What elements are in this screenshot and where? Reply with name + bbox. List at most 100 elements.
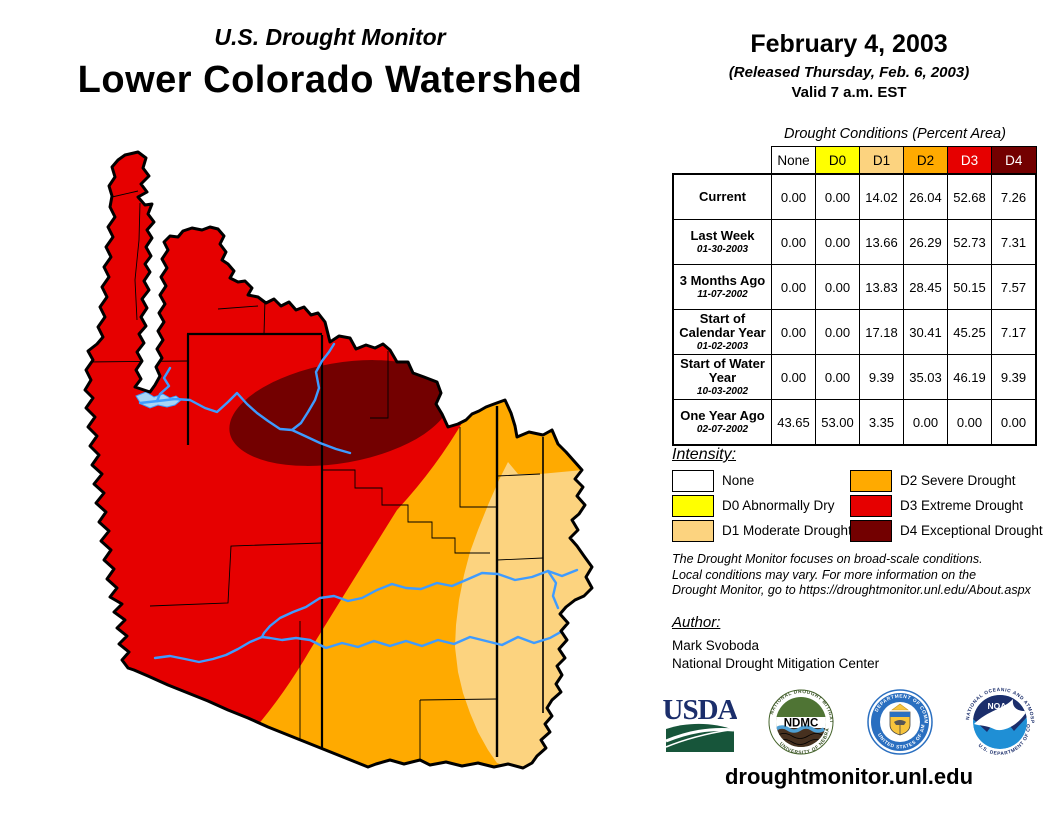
legend-label: D4 Exceptional Drought	[900, 523, 1043, 538]
valid-time: Valid 7 a.m. EST	[791, 84, 907, 101]
author-heading: Author:	[672, 614, 721, 631]
cell-value: 0.00	[815, 354, 860, 400]
cell-value: 3.35	[859, 399, 904, 446]
legend-label: None	[722, 473, 755, 488]
legend-label: D1 Moderate Drought	[722, 523, 852, 538]
cell-value: 7.26	[991, 173, 1037, 220]
cell-value: 0.00	[771, 264, 816, 310]
row-label: One Year Ago	[680, 407, 765, 423]
noaa-wordmark: NOAA	[987, 701, 1012, 711]
legend-item-d3: D3 Extreme Drought	[850, 493, 1032, 518]
row-date: 10-03-2002	[696, 386, 749, 398]
cell-value: 0.00	[815, 264, 860, 310]
legend-title: Intensity:	[672, 446, 737, 463]
row-label: Last Week	[690, 227, 755, 243]
cell-value: 50.15	[947, 264, 992, 310]
cell-value: 9.39	[859, 354, 904, 400]
title-block: U.S. Drought Monitor Lower Colorado Wate…	[10, 24, 650, 102]
col-header-d1: D1	[859, 146, 904, 175]
noaa-seagull	[973, 699, 1027, 731]
table-row: Current 0.00 0.00 14.02 26.04 52.68 7.26	[672, 173, 1037, 220]
cell-value: 28.45	[903, 264, 948, 310]
cell-value: 52.68	[947, 173, 992, 220]
cell-value: 7.57	[991, 264, 1037, 310]
cell-value: 13.66	[859, 219, 904, 265]
cell-value: 7.31	[991, 219, 1037, 265]
major-boundaries	[186, 332, 544, 762]
cell-value: 46.19	[947, 354, 992, 400]
ndmc-logo-icon: NATIONAL DROUGHT MITIGATION CENTER UNIVE…	[768, 689, 834, 755]
table-row: One Year Ago 02-07-2002 43.65 53.00 3.35 …	[672, 399, 1037, 446]
commerce-seal-icon: DEPARTMENT OF COMMERCE UNITED STATES OF …	[866, 689, 933, 755]
county-boundaries	[85, 190, 544, 761]
cell-value: 0.00	[771, 354, 816, 400]
watershed-outline	[83, 150, 594, 770]
colorado-river	[138, 342, 336, 432]
date-block: February 4, 2003 (Released Thursday, Feb…	[663, 30, 1035, 101]
little-colorado-river	[290, 428, 352, 455]
legend-swatch-d3	[850, 494, 892, 517]
legend-label: D3 Extreme Drought	[900, 498, 1024, 513]
table-header-row: None D0 D1 D2 D3 D4	[673, 146, 1037, 175]
usda-logo-icon: USDA	[663, 694, 737, 752]
cell-value: 26.29	[903, 219, 948, 265]
table-row: Start of Calendar Year 01-02-2003 0.00 0.…	[672, 309, 1037, 355]
release-date: (Released Thursday, Feb. 6, 2003)	[728, 64, 970, 81]
report-kicker: U.S. Drought Monitor	[214, 24, 446, 50]
page-title: Lower Colorado Watershed	[77, 59, 583, 101]
col-header-d2: D2	[903, 146, 948, 175]
legend-swatch-d4	[850, 519, 892, 542]
san-francisco-river	[546, 569, 560, 610]
legend-swatch-d1	[672, 519, 714, 542]
legend-swatch-d0	[672, 494, 714, 517]
legend-swatch-d2	[850, 469, 892, 492]
cell-value: 0.00	[815, 219, 860, 265]
row-label: Start of Calendar Year	[679, 310, 766, 340]
table-row: Start of Water Year 10-03-2002 0.00 0.00 …	[672, 354, 1037, 400]
cell-value: 0.00	[815, 173, 860, 220]
report-date: February 4, 2003	[750, 30, 948, 58]
author-name: Mark Svoboda	[672, 638, 760, 653]
cell-value: 0.00	[771, 173, 816, 220]
cell-value: 14.02	[859, 173, 904, 220]
drought-conditions-table: None D0 D1 D2 D3 D4 Current 0.00 0.00 14…	[672, 146, 1037, 446]
website-url: droughtmonitor.unl.edu	[724, 764, 974, 789]
col-header-d4: D4	[991, 146, 1037, 175]
table-title: Drought Conditions (Percent Area)	[784, 126, 1006, 142]
legend-item-none: None	[672, 468, 850, 493]
row-date: 02-07-2002	[696, 424, 749, 436]
legend-item-d4: D4 Exceptional Drought	[850, 518, 1043, 543]
col-header-none: None	[771, 146, 816, 175]
legend-item-d2: D2 Severe Drought	[850, 468, 1032, 493]
col-header-d0: D0	[815, 146, 860, 175]
cell-value: 0.00	[947, 399, 992, 446]
lower-gila-river	[153, 635, 264, 664]
usda-wordmark: USDA	[663, 694, 737, 726]
legend-item-d1: D1 Moderate Drought	[672, 518, 852, 543]
cell-value: 0.00	[903, 399, 948, 446]
col-header-d3: D3	[947, 146, 992, 175]
legend-swatch-none	[672, 469, 714, 492]
row-date: 11-07-2002	[697, 289, 748, 301]
author-organization: National Drought Mitigation Center	[672, 656, 880, 671]
cell-value: 17.18	[859, 309, 904, 355]
legend-label: D2 Severe Drought	[900, 473, 1016, 488]
cell-value: 0.00	[815, 309, 860, 355]
cell-value: 0.00	[771, 309, 816, 355]
cell-value: 45.25	[947, 309, 992, 355]
gila-river	[260, 625, 592, 650]
cell-value: 26.04	[903, 173, 948, 220]
table-row: 3 Months Ago 11-07-2002 0.00 0.00 13.83 2…	[672, 264, 1037, 310]
legend-item-d0: D0 Abnormally Dry	[672, 493, 850, 518]
row-label: 3 Months Ago	[679, 272, 766, 288]
ndmc-wordmark: NDMC	[784, 718, 819, 730]
d4-exceptional-region	[229, 360, 451, 466]
watershed-map	[83, 150, 594, 770]
cell-value: 53.00	[815, 399, 860, 446]
row-date: 01-30-2003	[696, 244, 749, 256]
noaa-logo-icon: NATIONAL OCEANIC AND ATMOSPHERIC ADMINIS…	[965, 687, 1034, 757]
cell-value: 52.73	[947, 219, 992, 265]
cell-value: 9.39	[991, 354, 1037, 400]
agency-logos: USDA NATIONAL DROUGHT MITIGATION CENTER …	[663, 686, 1035, 758]
